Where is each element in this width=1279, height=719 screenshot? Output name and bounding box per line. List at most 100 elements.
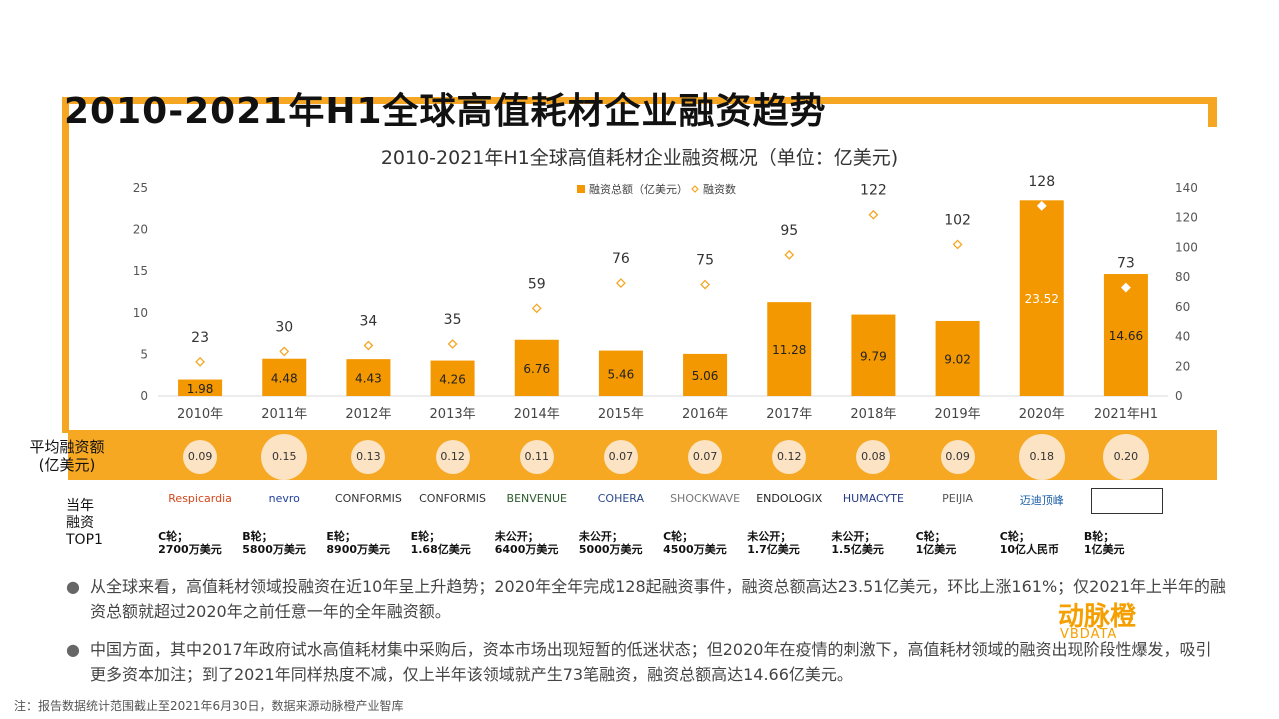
avg-bubble: 0.13 — [351, 440, 386, 474]
brand-logo: 动脉橙 — [1058, 602, 1137, 632]
company-logo: HUMACYTE — [842, 492, 904, 505]
deal-round: 未公开； — [578, 530, 623, 543]
y-left-tick: 25 — [133, 181, 148, 195]
bar — [683, 353, 728, 396]
bullet-2: ● 中国方面，其中2017年政府试水高值耗材集中采购后，资本市场出现短暂的低迷状… — [66, 637, 1226, 687]
deal-info: B轮； 5800万美元 — [242, 530, 306, 556]
deal-amount: 1.68亿美元 — [410, 543, 471, 556]
company-logo: CONFORMIS — [419, 492, 487, 505]
count-label: 102 — [944, 212, 971, 228]
count-label: 76 — [612, 251, 630, 267]
x-tick-label: 2016年 — [682, 407, 728, 422]
bar — [598, 350, 643, 396]
y-right-tick: 60 — [1175, 300, 1190, 314]
x-tick-label: 2012年 — [345, 407, 391, 422]
y-right-tick: 40 — [1175, 330, 1190, 344]
count-label: 128 — [1028, 174, 1055, 190]
bar — [1019, 200, 1064, 396]
deal-amount: 5800万美元 — [242, 543, 306, 556]
bar-value-label: 5.46 — [608, 367, 635, 381]
deal-round: 未公开； — [494, 530, 539, 543]
avg-bubble: 0.08 — [856, 440, 891, 474]
bar — [767, 302, 812, 396]
x-tick-label: 2013年 — [430, 407, 476, 422]
count-label: 23 — [191, 330, 209, 346]
deal-amount: 8900万美元 — [326, 543, 391, 556]
count-marker — [700, 279, 711, 290]
x-tick-label: 2014年 — [514, 407, 560, 422]
deal-round: 未公开； — [747, 530, 792, 543]
top1-label: 当年 融资 TOP1 — [66, 498, 103, 548]
count-marker — [447, 339, 458, 349]
company-logo: BENVENUE — [506, 492, 567, 505]
company-logo: Respicardia — [168, 492, 232, 505]
bar-value-label: 9.79 — [860, 349, 887, 363]
count-marker — [279, 346, 290, 357]
y-right-tick: 100 — [1175, 240, 1198, 254]
company-logo: nevro — [268, 492, 300, 505]
deal-amount: 10亿人民币 — [999, 543, 1060, 556]
company-logo: PEIJIA — [942, 492, 973, 505]
bar-value-label: 14.66 — [1109, 329, 1143, 343]
bar-value-label: 9.02 — [944, 352, 971, 366]
avg-bubble: 0.07 — [688, 440, 723, 474]
legend-bar-label: 融资总额（亿美元） — [589, 182, 688, 196]
bar-value-label: 5.06 — [692, 369, 719, 383]
deal-round: E轮； — [410, 530, 441, 543]
funding-chart: 0 5 10 15 20 25 0 20 40 60 80 100 120 140 融资总额（亿美元） 融资数… — [133, 174, 1198, 422]
x-tick-label: 2020年 — [1019, 407, 1065, 422]
brand-sub: VBDATA — [1060, 627, 1118, 642]
count-marker — [615, 278, 626, 289]
bar-value-label: 23.52 — [1025, 292, 1059, 306]
y-right-tick: 140 — [1175, 181, 1198, 195]
bar — [346, 359, 391, 396]
bullet-2-text: 中国方面，其中2017年政府试水高值耗材集中采购后，资本市场出现短暂的低迷状态；… — [90, 640, 1212, 684]
footnote: 注：报告数据统计范围截止至2021年6月30日，数据来源动脉橙产业智库 — [14, 699, 404, 713]
count-label: 30 — [275, 319, 293, 335]
bar-value-label: 11.28 — [772, 343, 806, 357]
deal-round: C轮； — [999, 530, 1030, 543]
avg-bubble: 0.11 — [519, 440, 554, 474]
legend-bar-swatch — [577, 185, 585, 193]
y-right-tick: 20 — [1175, 359, 1190, 373]
deal-amount: 6400万美元 — [494, 543, 559, 556]
legend-marker-swatch — [691, 185, 699, 193]
y-left-tick: 5 — [140, 347, 148, 361]
x-tick-label: 2021年H1 — [1094, 407, 1158, 422]
deal-info: 未公开； 1.5亿美元 — [831, 530, 884, 556]
deal-amount: 1亿美元 — [1083, 543, 1125, 556]
bar — [178, 379, 223, 396]
deal-round: B轮； — [242, 530, 273, 543]
bar — [430, 360, 475, 396]
x-tick-label: 2015年 — [598, 407, 644, 422]
bar-value-label: 4.48 — [271, 371, 298, 385]
bar — [514, 339, 559, 396]
deal-info: C轮； 4500万美元 — [663, 530, 727, 556]
count-marker — [1121, 282, 1131, 293]
deal-info: E轮； 8900万美元 — [326, 530, 390, 556]
deal-info: C轮； 10亿人民币 — [1000, 530, 1059, 556]
deal-amount: 1.7亿美元 — [747, 543, 800, 556]
x-tick-label: 2010年 — [177, 407, 223, 422]
avg-bubble: 0.18 — [1018, 434, 1065, 480]
deal-round: C轮； — [158, 530, 189, 543]
deal-round: B轮； — [1083, 530, 1115, 543]
deal-amount: 1.5亿美元 — [831, 543, 884, 556]
x-tick-label: 2011年 — [261, 407, 307, 422]
company-logo — [1090, 488, 1163, 514]
x-tick-label: 2017年 — [766, 407, 812, 422]
legend-marker-label: 融资数 — [703, 183, 736, 196]
title-frame — [62, 97, 1217, 433]
chart-title: 2010-2021年H1全球高值耗材企业融资概况（单位：亿美元) — [380, 147, 899, 169]
count-label: 95 — [780, 223, 798, 239]
y-right-tick: 0 — [1175, 389, 1183, 403]
count-label: 75 — [696, 253, 714, 269]
count-marker — [784, 249, 795, 260]
y-right-tick: 80 — [1175, 270, 1190, 284]
avg-bubble: 0.09 — [183, 440, 218, 474]
bar-value-label: 4.26 — [439, 372, 466, 386]
deal-amount: 1亿美元 — [915, 543, 957, 556]
avg-bubble: 0.20 — [1102, 434, 1149, 480]
deal-amount: 4500万美元 — [663, 543, 727, 556]
count-marker — [195, 356, 206, 367]
